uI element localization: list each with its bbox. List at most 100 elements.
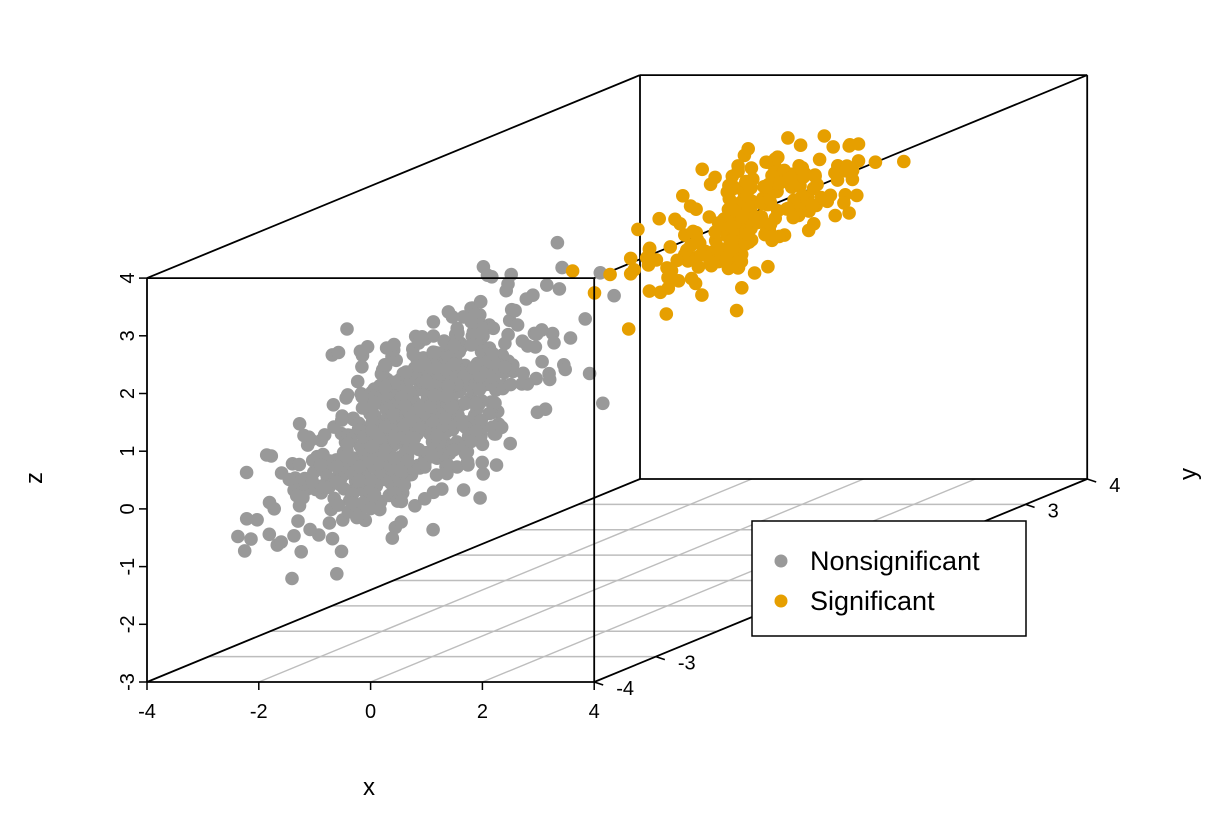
data-point-nonsignificant bbox=[340, 436, 355, 451]
data-point-nonsignificant bbox=[335, 413, 349, 427]
data-point-nonsignificant bbox=[322, 516, 337, 530]
data-point-nonsignificant bbox=[550, 235, 565, 250]
data-point-nonsignificant bbox=[351, 473, 366, 488]
data-point-nonsignificant bbox=[466, 361, 481, 375]
z-axis: -3 -2 -1 0 1 2 3 4 z bbox=[21, 273, 147, 691]
data-point-nonsignificant bbox=[394, 494, 409, 509]
data-point-nonsignificant bbox=[378, 380, 392, 395]
data-point-significant bbox=[845, 163, 860, 178]
data-point-nonsignificant bbox=[438, 411, 452, 426]
box-edge bbox=[146, 478, 641, 683]
data-point-significant bbox=[747, 266, 762, 280]
data-point-significant bbox=[770, 204, 785, 218]
data-point-nonsignificant bbox=[439, 389, 454, 404]
y-axis: -4 -3 3 4 y bbox=[593, 468, 1202, 700]
data-point-significant bbox=[796, 170, 811, 184]
data-point-nonsignificant bbox=[475, 325, 489, 340]
data-point-nonsignificant bbox=[429, 468, 444, 482]
data-point-nonsignificant bbox=[387, 337, 401, 352]
floor-grid bbox=[208, 478, 1026, 683]
data-point-nonsignificant bbox=[350, 374, 365, 389]
data-point-significant bbox=[744, 161, 759, 175]
z-axis-label: z bbox=[21, 472, 48, 484]
z-tick-label: 3 bbox=[117, 330, 139, 341]
data-point-significant bbox=[758, 227, 772, 242]
data-point-significant bbox=[642, 284, 657, 298]
data-point-significant bbox=[784, 171, 798, 185]
data-point-nonsignificant bbox=[447, 357, 461, 372]
data-point-nonsignificant bbox=[542, 372, 557, 387]
data-point-nonsignificant bbox=[456, 483, 471, 497]
data-point-nonsignificant bbox=[262, 495, 277, 510]
data-point-significant bbox=[725, 233, 739, 248]
data-point-nonsignificant bbox=[547, 336, 561, 350]
data-point-significant bbox=[603, 267, 617, 282]
legend: Nonsignificant Significant bbox=[751, 520, 1027, 637]
data-point-significant bbox=[868, 155, 883, 169]
y-tick bbox=[655, 655, 666, 661]
data-point-nonsignificant bbox=[303, 522, 317, 537]
data-point-significant bbox=[801, 223, 816, 238]
data-point-significant bbox=[805, 199, 820, 213]
data-point-significant bbox=[695, 162, 709, 177]
data-point-nonsignificant bbox=[398, 398, 412, 413]
data-point-significant bbox=[719, 252, 733, 267]
data-point-nonsignificant bbox=[444, 401, 459, 415]
data-point-nonsignificant bbox=[419, 374, 434, 389]
data-point-nonsignificant bbox=[473, 294, 488, 309]
data-point-nonsignificant bbox=[239, 512, 254, 526]
data-point-significant bbox=[897, 154, 911, 169]
data-point-significant bbox=[683, 199, 698, 213]
data-point-significant bbox=[817, 129, 832, 143]
data-point-nonsignificant bbox=[458, 396, 473, 411]
data-point-nonsignificant bbox=[558, 362, 572, 377]
data-point-nonsignificant bbox=[373, 502, 387, 517]
data-point-nonsignificant bbox=[367, 395, 382, 410]
data-point-significant bbox=[812, 152, 827, 167]
y-tick-label: 4 bbox=[1109, 475, 1120, 497]
legend-marker-nonsignificant bbox=[774, 554, 788, 568]
data-point-nonsignificant bbox=[426, 329, 441, 343]
data-point-significant bbox=[724, 219, 738, 234]
data-point-nonsignificant bbox=[287, 529, 301, 543]
data-point-nonsignificant bbox=[515, 334, 530, 349]
data-point-nonsignificant bbox=[408, 499, 422, 513]
data-point-nonsignificant bbox=[244, 532, 258, 546]
data-point-nonsignificant bbox=[498, 360, 512, 374]
data-point-nonsignificant bbox=[469, 424, 483, 438]
data-point-nonsignificant bbox=[316, 447, 330, 462]
data-point-nonsignificant bbox=[339, 449, 353, 464]
data-point-nonsignificant bbox=[464, 338, 479, 352]
data-point-nonsignificant bbox=[385, 531, 400, 545]
data-point-nonsignificant bbox=[274, 535, 289, 549]
data-point-significant bbox=[740, 227, 755, 241]
data-point-significant bbox=[703, 177, 718, 192]
data-point-significant bbox=[734, 254, 749, 269]
data-point-nonsignificant bbox=[540, 278, 554, 292]
data-point-significant bbox=[759, 155, 773, 169]
data-point-nonsignificant bbox=[503, 436, 517, 451]
data-point-nonsignificant bbox=[486, 321, 501, 336]
data-point-nonsignificant bbox=[596, 396, 610, 411]
data-point-nonsignificant bbox=[426, 315, 441, 329]
data-point-nonsignificant bbox=[578, 312, 592, 326]
y-axis-label: y bbox=[1175, 468, 1202, 480]
legend-box bbox=[751, 520, 1027, 637]
data-point-nonsignificant bbox=[417, 492, 432, 506]
data-point-nonsignificant bbox=[552, 282, 567, 296]
data-point-significant bbox=[720, 185, 735, 199]
data-point-nonsignificant bbox=[378, 358, 392, 372]
data-point-nonsignificant bbox=[607, 288, 621, 303]
data-point-significant bbox=[806, 181, 821, 196]
data-point-nonsignificant bbox=[582, 366, 597, 381]
data-point-significant bbox=[781, 131, 795, 145]
data-point-nonsignificant bbox=[326, 398, 341, 412]
data-point-significant bbox=[741, 142, 755, 156]
z-tick-label: -1 bbox=[117, 558, 139, 576]
data-point-significant bbox=[740, 188, 754, 203]
x-tick-label: -4 bbox=[138, 701, 156, 723]
data-point-significant bbox=[763, 217, 778, 231]
x-tick-label: -2 bbox=[250, 701, 268, 723]
data-point-significant bbox=[684, 271, 699, 286]
